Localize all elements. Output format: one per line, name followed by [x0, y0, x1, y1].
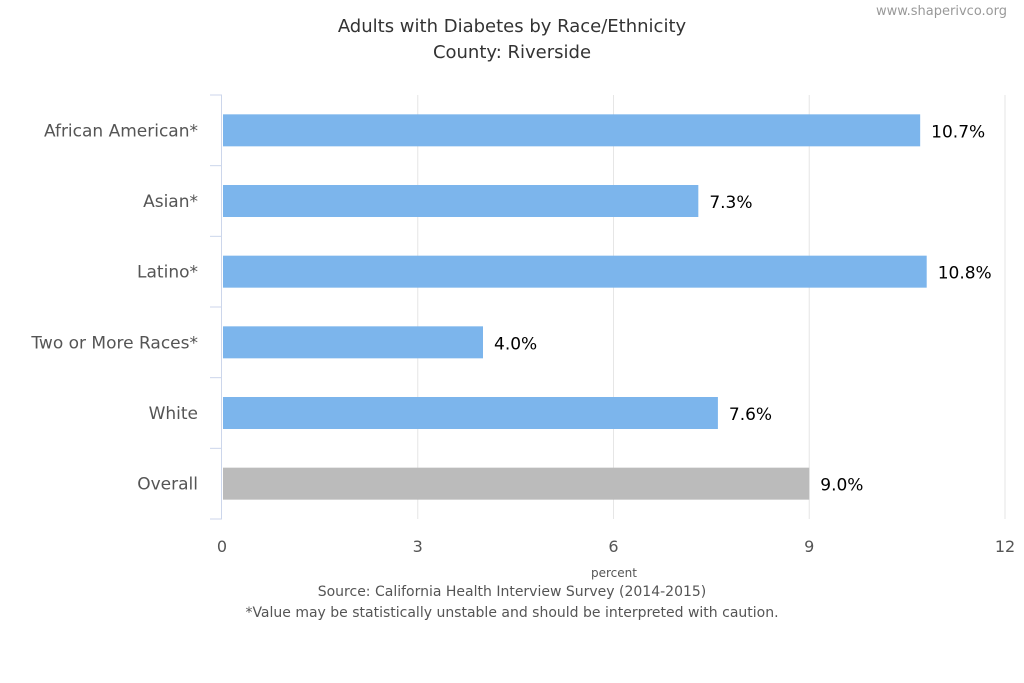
x-tick-label: 0	[217, 537, 227, 556]
bar	[223, 114, 921, 147]
data-label: 10.7%	[931, 122, 985, 142]
x-tick-label: 3	[413, 537, 423, 556]
category-label: Latino*	[137, 263, 198, 283]
chart-title: Adults with Diabetes by Race/Ethnicity	[338, 16, 687, 37]
x-axis-title: percent	[591, 566, 637, 580]
bar	[223, 185, 699, 217]
bar	[223, 326, 483, 359]
data-label: 10.8%	[938, 264, 992, 284]
x-tick-label: 12	[995, 537, 1015, 556]
data-label: 9.0%	[820, 476, 863, 496]
caution-note: *Value may be statistically unstable and…	[245, 605, 778, 621]
chart-subtitle: County: Riverside	[433, 42, 591, 63]
category-label: African American*	[44, 121, 198, 141]
data-label: 7.6%	[729, 405, 772, 425]
category-label: White	[149, 404, 198, 424]
credit-link[interactable]: www.shaperivco.org	[875, 4, 1007, 19]
data-label: 7.3%	[709, 193, 752, 213]
x-tick-label: 6	[608, 537, 618, 556]
bar	[223, 467, 810, 500]
category-label: Overall	[137, 475, 198, 495]
data-label: 4.0%	[494, 334, 537, 354]
category-label: Two or More Races*	[30, 333, 198, 353]
category-label: Asian*	[143, 192, 198, 212]
source-note: Source: California Health Interview Surv…	[318, 584, 707, 600]
bar	[223, 397, 718, 429]
x-tick-label: 9	[804, 537, 814, 556]
bar	[223, 255, 927, 288]
